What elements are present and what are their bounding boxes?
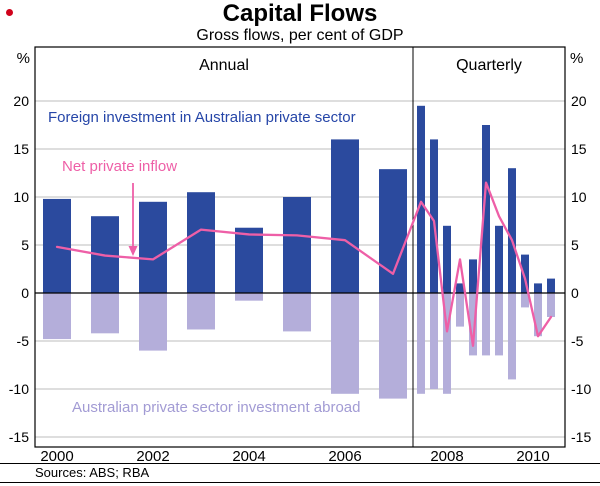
y-tick-left: 10	[13, 189, 29, 205]
quarterly-bar-foreign	[547, 278, 555, 293]
quarterly-bar-abroad	[534, 293, 542, 337]
x-tick: 2010	[516, 448, 549, 465]
y-tick-right: 0	[571, 285, 579, 301]
net-inflow-line	[55, 181, 553, 347]
annual-bar-foreign	[139, 201, 167, 293]
quarterly-bar-foreign	[417, 105, 425, 293]
legend-foreign-investment: Foreign investment in Australian private…	[48, 109, 356, 126]
y-tick-left: 0	[21, 285, 29, 301]
quarterly-bar-foreign	[456, 283, 464, 293]
quarterly-bar-foreign	[534, 283, 542, 293]
sources-note: Sources: ABS; RBA	[35, 465, 150, 480]
x-tick: 2002	[136, 448, 169, 465]
annual-bar-abroad	[331, 293, 359, 394]
chart-subtitle: Gross flows, per cent of GDP	[196, 27, 404, 44]
y-tick-left: -15	[9, 429, 29, 445]
quarterly-bar-abroad	[547, 293, 555, 317]
quarterly-bar-abroad	[456, 293, 464, 327]
quarterly-bar-abroad	[430, 293, 438, 389]
section-label-annual: Annual	[199, 57, 249, 74]
legend-net-inflow: Net private inflow	[62, 158, 178, 175]
footer-rule-bottom	[0, 482, 600, 483]
y-tick-right: -10	[571, 381, 591, 397]
quarterly-bar-foreign	[495, 225, 503, 293]
y-axis-unit-right: %	[570, 50, 584, 67]
y-tick-right: 10	[571, 189, 587, 205]
quarterly-bar-abroad	[417, 293, 425, 394]
quarterly-bar-foreign	[521, 254, 529, 293]
y-tick-left: -10	[9, 381, 29, 397]
footer-rule-top	[0, 463, 600, 464]
y-tick-right: -5	[571, 333, 584, 349]
y-tick-left: 5	[21, 237, 29, 253]
annual-bar-foreign	[331, 139, 359, 293]
x-tick: 2008	[430, 448, 463, 465]
y-tick-left: -5	[17, 333, 30, 349]
x-tick: 2006	[328, 448, 361, 465]
annual-bar-abroad	[139, 293, 167, 351]
chart-title: Capital Flows	[222, 0, 378, 27]
annual-bar-foreign	[187, 192, 215, 293]
y-tick-right: -15	[571, 429, 591, 445]
quarterly-bar-foreign	[482, 125, 490, 293]
y-tick-right: 5	[571, 237, 579, 253]
red-bullet-icon	[6, 9, 13, 16]
annual-bar-abroad	[187, 293, 215, 330]
annual-bar-abroad	[43, 293, 71, 340]
quarterly-bar-abroad	[508, 293, 516, 380]
x-tick: 2000	[40, 448, 73, 465]
plot-border	[34, 46, 566, 448]
quarterly-bar-foreign	[469, 259, 477, 293]
y-axis-unit-left: %	[16, 50, 30, 67]
y-tick-right: 20	[571, 93, 587, 109]
legend-investment-abroad: Australian private sector investment abr…	[72, 399, 361, 416]
quarterly-bar-abroad	[443, 293, 451, 394]
annual-bar-foreign	[235, 227, 263, 293]
annual-bar-abroad	[379, 293, 407, 399]
net-label-arrowhead	[128, 246, 138, 256]
section-label-quarterly: Quarterly	[456, 57, 522, 74]
quarterly-bar-abroad	[521, 293, 529, 308]
quarterly-bar-foreign	[430, 139, 438, 293]
y-tick-left: 20	[13, 93, 29, 109]
quarterly-bar-abroad	[469, 293, 477, 356]
annual-bar-foreign	[283, 197, 311, 293]
quarterly-bar-foreign	[508, 168, 516, 293]
y-tick-right: 15	[571, 141, 587, 157]
y-tick-left: 15	[13, 141, 29, 157]
annual-bar-abroad	[283, 293, 311, 332]
annual-bar-abroad	[91, 293, 119, 334]
quarterly-bar-abroad	[482, 293, 490, 356]
quarterly-bar-abroad	[495, 293, 503, 356]
x-tick: 2004	[232, 448, 265, 465]
quarterly-bar-foreign	[443, 225, 451, 293]
annual-bar-abroad	[235, 293, 263, 301]
